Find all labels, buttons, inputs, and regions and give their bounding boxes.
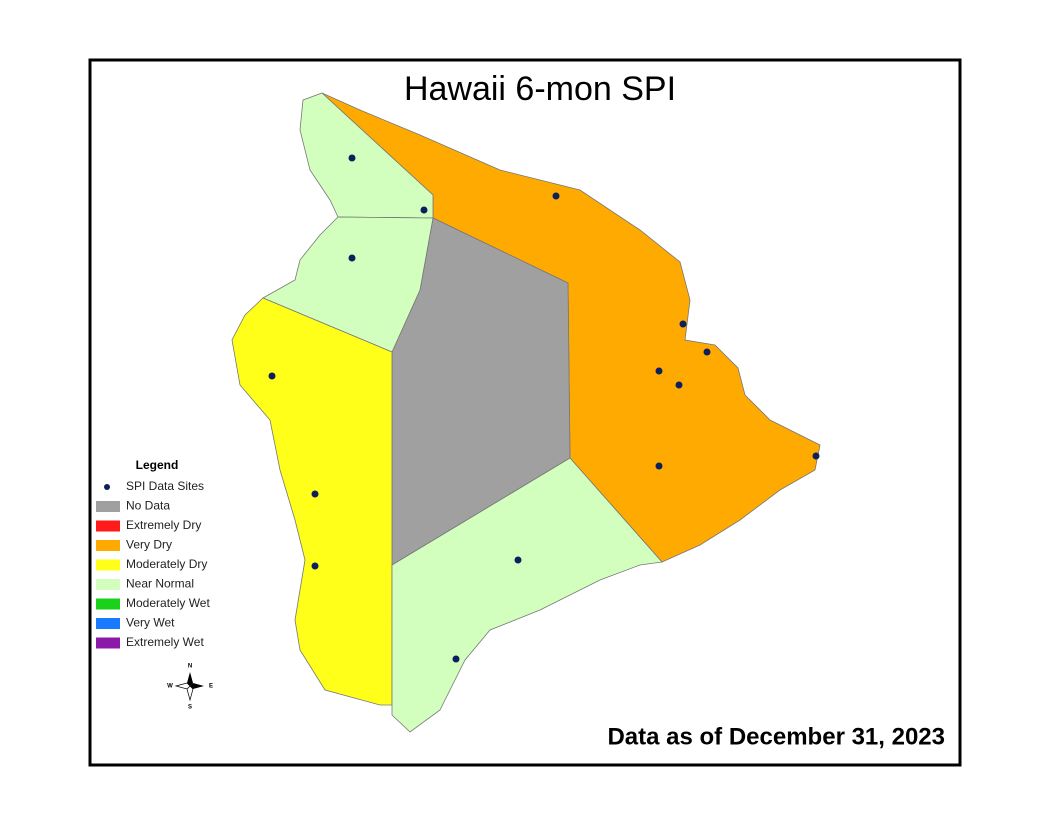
date-note: Data as of December 31, 2023 xyxy=(607,723,945,750)
legend-label: Moderately Wet xyxy=(126,596,210,610)
legend-swatch xyxy=(96,579,120,590)
site xyxy=(268,372,276,380)
compass-w: W xyxy=(167,684,173,690)
site xyxy=(311,490,319,498)
legend-label: Extremely Dry xyxy=(126,518,201,532)
site xyxy=(348,154,356,162)
site xyxy=(675,381,683,389)
legend-swatch xyxy=(96,540,120,551)
map-title: Hawaii 6-mon SPI xyxy=(404,70,676,108)
compass-arrow xyxy=(187,672,193,686)
island xyxy=(231,92,821,733)
legend-swatch xyxy=(96,501,120,512)
legend-label: No Data xyxy=(126,499,170,513)
site xyxy=(311,562,319,570)
legend-label: Near Normal xyxy=(126,577,194,591)
site xyxy=(452,655,460,663)
legend-title: Legend xyxy=(136,458,179,472)
legend-swatch xyxy=(96,637,120,649)
compass-arrow xyxy=(190,683,204,689)
legend-swatch xyxy=(96,598,120,610)
moderately-dry-region xyxy=(231,297,393,706)
site xyxy=(655,462,663,470)
legend-label: Very Wet xyxy=(126,616,175,630)
site xyxy=(552,192,560,200)
legend-label: Extremely Wet xyxy=(126,635,204,649)
compass-n: N xyxy=(188,664,192,670)
legend-swatch xyxy=(96,559,120,571)
compass: N S E W xyxy=(167,664,213,711)
spi-data-sites xyxy=(268,154,820,663)
site xyxy=(420,206,428,214)
site xyxy=(348,254,356,262)
legend-label: Very Dry xyxy=(126,538,172,552)
site xyxy=(514,556,522,564)
site xyxy=(812,452,820,460)
legend-dot xyxy=(104,484,110,490)
legend-label: Moderately Dry xyxy=(126,557,207,571)
site xyxy=(655,367,663,375)
site xyxy=(703,348,711,356)
compass-e: E xyxy=(209,684,213,690)
legend-swatch xyxy=(96,520,120,532)
site xyxy=(679,320,687,328)
legend-swatch xyxy=(96,618,120,629)
compass-s: S xyxy=(188,705,192,711)
legend: Legend SPI Data Sites No Data Extremely Dr… xyxy=(96,458,210,649)
legend-label: SPI Data Sites xyxy=(126,479,204,493)
near-normal-south xyxy=(391,457,663,733)
